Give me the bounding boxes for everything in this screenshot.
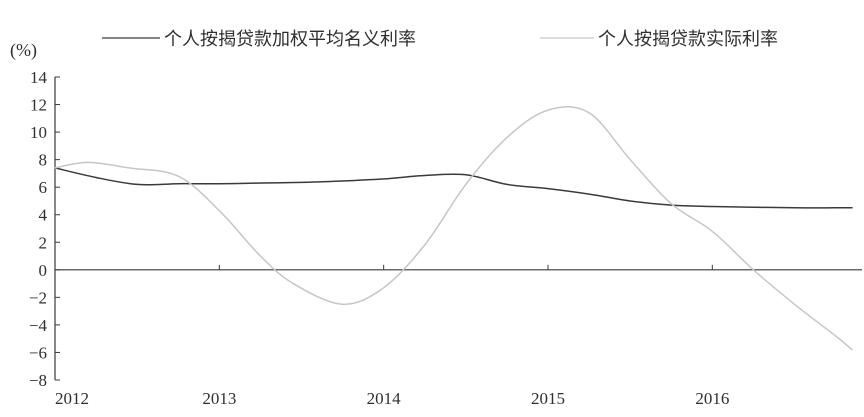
y-tick-label: −8: [29, 371, 47, 390]
x-tick-label: 2014: [367, 389, 402, 408]
legend-label-real: 个人按揭贷款实际利率: [598, 29, 778, 50]
legend-label-nominal: 个人按揭贷款加权平均名义利率: [164, 29, 416, 50]
legend: 个人按揭贷款加权平均名义利率 个人按揭贷款实际利率: [102, 29, 778, 50]
y-tick-label: −4: [29, 316, 48, 335]
y-tick-label: 4: [39, 206, 48, 225]
x-tick-label: 2016: [695, 389, 729, 408]
x-tick-label: 2013: [202, 389, 236, 408]
y-tick-label: 8: [39, 151, 48, 170]
y-tick-label: 12: [30, 96, 47, 115]
y-tick-label: 6: [39, 178, 48, 197]
y-axis-unit-label: (%): [10, 40, 37, 61]
series-line-real: [55, 107, 852, 350]
y-tick-label: −2: [29, 288, 47, 307]
y-tick-label: 14: [30, 68, 48, 87]
y-tick-label: 2: [39, 233, 48, 252]
axes: 14 12 10 8 6 4 2 0 −2 −4 −6 −8 2012 2013 2014 2015 2016: [29, 68, 862, 408]
y-tick-label: 10: [30, 123, 47, 142]
x-tick-label: 2012: [55, 389, 89, 408]
series-group: [55, 107, 852, 350]
x-tick-label: 2015: [531, 389, 565, 408]
y-tick-label: 0: [39, 261, 48, 280]
y-tick-label: −6: [29, 343, 47, 362]
